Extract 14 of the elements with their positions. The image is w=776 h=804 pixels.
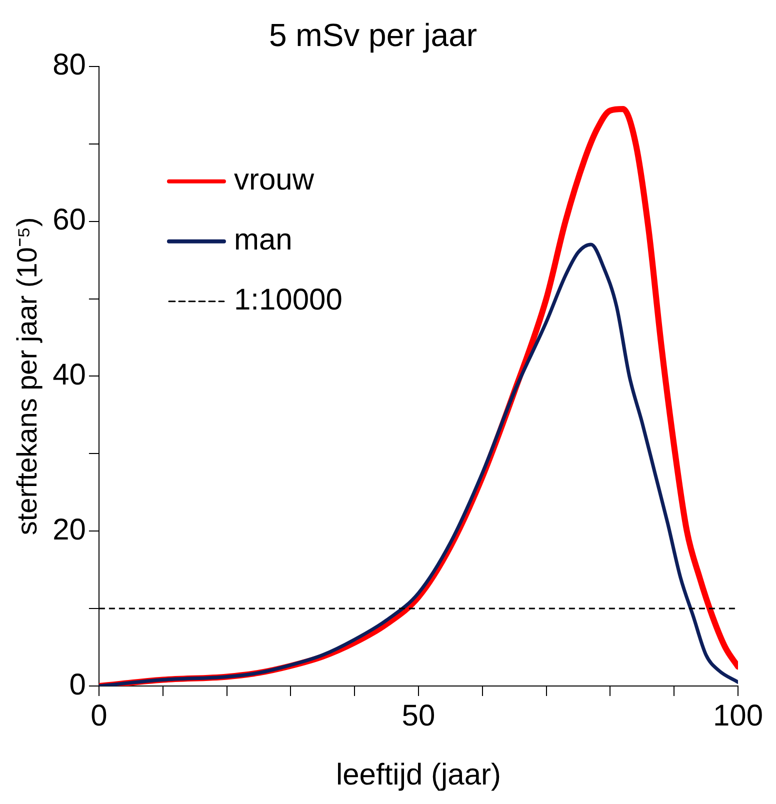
legend-label: 1:10000 [234, 284, 342, 317]
y-tick-label: 0 [69, 668, 86, 702]
x-axis-title: leeftijd (jaar) [336, 758, 502, 792]
y-tick-label: 20 [52, 513, 86, 546]
y-axis-title: sterftekans per jaar (10⁻⁵) [12, 217, 43, 536]
y-tick-label: 40 [52, 358, 86, 392]
legend-label: vrouw [234, 164, 314, 197]
chart-title: 5 mSv per jaar [268, 17, 478, 54]
legend-label: man [234, 224, 292, 257]
x-tick-label: 100 [712, 699, 764, 732]
y-tick-label: 80 [52, 48, 86, 82]
x-tick-label: 0 [90, 699, 108, 732]
x-tick-label: 50 [402, 699, 436, 732]
y-tick-label: 60 [52, 204, 86, 237]
